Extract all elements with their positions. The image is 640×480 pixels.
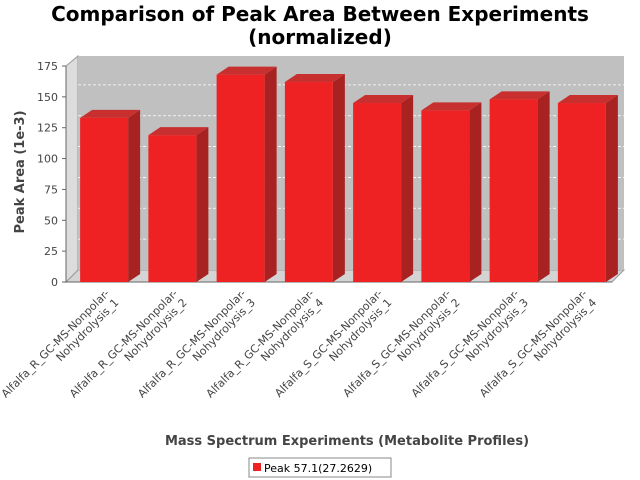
- bar-front: [80, 117, 129, 282]
- bar-front: [421, 110, 470, 282]
- y-tick-label: 125: [37, 122, 58, 135]
- bar-side: [469, 102, 482, 282]
- y-tick-label: 175: [37, 60, 58, 73]
- chart-title: Comparison of Peak Area Between Experime…: [51, 2, 589, 26]
- x-axis-title: Mass Spectrum Experiments (Metabolite Pr…: [165, 434, 529, 449]
- bar-side: [537, 91, 550, 282]
- legend-swatch: [253, 463, 261, 471]
- x-tick-label: Alfalfa_R_GC-MS-Nonpolar-Nohydrolysis_1: [0, 287, 121, 410]
- bar-top: [216, 66, 277, 75]
- legend-box: [248, 457, 392, 478]
- bar-top: [148, 127, 209, 136]
- bars: [80, 66, 618, 283]
- bar: [284, 74, 345, 282]
- y-tick-label: 25: [44, 245, 58, 258]
- bar-front: [148, 135, 197, 282]
- y-tick-label: 75: [44, 183, 58, 196]
- y-tick-label: 50: [44, 214, 58, 227]
- bar-front: [216, 74, 265, 282]
- bar-front: [353, 103, 402, 283]
- bar-top: [489, 91, 550, 100]
- y-tick-label: 150: [37, 91, 58, 104]
- bar-side: [605, 95, 618, 283]
- bar-top: [421, 102, 482, 111]
- bar: [148, 127, 209, 283]
- bar-top: [284, 74, 345, 83]
- bar-side: [332, 74, 345, 282]
- bar-top: [557, 95, 618, 104]
- bar-front: [489, 99, 538, 282]
- bar: [353, 95, 414, 283]
- x-tick-label-line: Alfalfa_R_GC-MS-Nonpolar-: [204, 287, 317, 400]
- legend: Peak 57.1(27.2629): [248, 457, 392, 478]
- bar-front: [284, 82, 333, 282]
- bar-front: [557, 103, 606, 283]
- y-axis-title: Peak Area (1e-3): [13, 110, 28, 233]
- plot-left-wall: [65, 54, 79, 284]
- y-tick-label: 100: [37, 153, 58, 166]
- bar: [557, 95, 618, 283]
- x-axis-labels: Alfalfa_R_GC-MS-Nonpolar-Nohydrolysis_1A…: [0, 287, 599, 410]
- x-tick-label-line: Alfalfa_S_GC-MS-Nonpolar-: [272, 287, 385, 400]
- bar-top: [80, 109, 141, 118]
- bar-side: [128, 109, 141, 282]
- bar-side: [196, 127, 209, 283]
- x-tick-label-line: Alfalfa_R_GC-MS-Nonpolar-: [67, 287, 180, 400]
- bar: [421, 102, 482, 282]
- bar-top: [353, 95, 414, 104]
- x-tick-label-line: Alfalfa_R_GC-MS-Nonpolar-: [135, 287, 248, 400]
- y-tick-label: 0: [51, 276, 58, 289]
- bar: [489, 91, 550, 282]
- bar-side: [264, 66, 277, 282]
- chart-subtitle: (normalized): [248, 25, 392, 49]
- bar-side: [401, 95, 414, 283]
- bar: [216, 66, 277, 282]
- x-tick-label-line: Alfalfa_R_GC-MS-Nonpolar-: [0, 287, 112, 400]
- x-tick-label-line: Alfalfa_S_GC-MS-Nonpolar-: [477, 287, 590, 400]
- x-tick-label-line: Alfalfa_S_GC-MS-Nonpolar-: [341, 287, 454, 400]
- bar: [80, 109, 141, 282]
- x-tick-label-line: Alfalfa_S_GC-MS-Nonpolar-: [409, 287, 522, 400]
- legend-label: Peak 57.1(27.2629): [264, 462, 372, 475]
